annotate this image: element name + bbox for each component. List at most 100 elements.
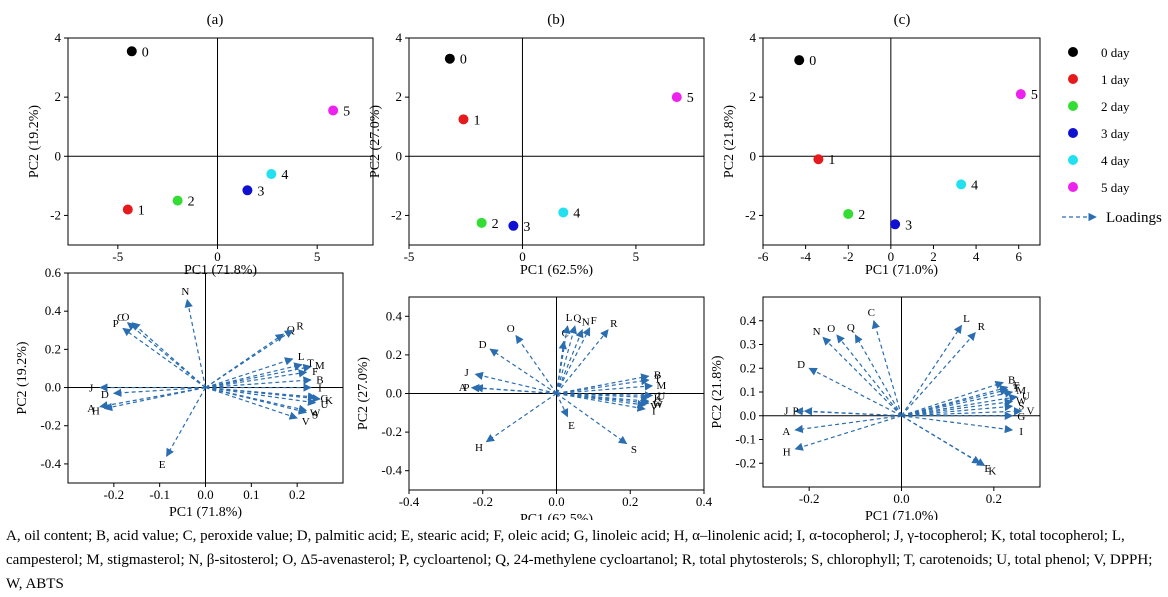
loading-label: B xyxy=(316,374,323,386)
loading-label: K xyxy=(654,393,662,405)
loading-label: N xyxy=(582,316,590,328)
loading-arrow xyxy=(556,376,650,395)
chart-panel-1: -5 0 5 -2 0 2 4 PC1 (71.8%) PC2 (19.2%) (a) 0 1 2 3 4 5 xyxy=(27,12,374,278)
score-point xyxy=(843,208,854,219)
x-tick-label: -0.4 xyxy=(399,494,420,509)
score-point xyxy=(558,207,569,218)
y-tick-label: 0.1 xyxy=(740,384,756,399)
loading-label: K xyxy=(988,465,996,477)
y-tick-label: 0.4 xyxy=(386,308,403,323)
legend-marker xyxy=(1068,155,1078,165)
legend-label: 4 day xyxy=(1101,153,1130,168)
loading-label: V xyxy=(302,416,310,428)
score-point-label: 2 xyxy=(188,195,195,210)
score-point-label: 2 xyxy=(858,208,865,223)
loading-label: U xyxy=(320,399,328,411)
plot-frame xyxy=(762,37,1041,246)
score-point xyxy=(813,154,824,165)
loading-label: T xyxy=(654,374,661,386)
loading-label: R xyxy=(296,320,304,332)
loading-label: K xyxy=(325,395,333,407)
chart-panel-6: -0.2 0.0 0.2 -0.2 -0.1 0.0 0.1 0.2 0.3 0.4 PC1 (71… xyxy=(710,296,1041,520)
loading-label: H xyxy=(475,442,483,454)
x-tick-label: -6 xyxy=(758,249,769,264)
loading-label: T xyxy=(1013,382,1020,394)
legend-label: 2 day xyxy=(1101,99,1130,114)
legend-marker xyxy=(1068,182,1078,192)
x-tick-label: -0.2 xyxy=(472,494,493,509)
loading-arrow xyxy=(131,322,206,388)
loading-label: D xyxy=(479,339,487,351)
loading-arrow xyxy=(901,415,1014,434)
x-tick-label: 4 xyxy=(973,249,980,264)
loading-arrow xyxy=(901,393,1018,417)
loading-arrow xyxy=(555,329,584,394)
loading-arrow xyxy=(555,325,571,394)
loading-arrow xyxy=(901,389,1014,417)
score-point xyxy=(794,55,805,66)
figure-caption: A, oil content; B, acid value; C, peroxi… xyxy=(6,528,1153,592)
loading-arrow xyxy=(205,329,294,389)
loading-arrow xyxy=(205,386,298,420)
loading-label: L xyxy=(298,351,305,363)
y-axis-label: PC2 (27.0%) xyxy=(356,357,371,430)
loading-label: A xyxy=(782,426,790,438)
y-axis-label: PC2 (27.0%) xyxy=(368,105,383,178)
loading-label: S xyxy=(312,410,318,422)
chart-panel-2: -5 0 5 -2 0 2 4 PC1 (62.5%) PC2 (27.0%) (b) 0 1 2 3 4 5 xyxy=(368,12,705,278)
loading-label: N xyxy=(181,286,189,298)
loading-arrow xyxy=(901,331,976,417)
score-point-label: 3 xyxy=(523,220,530,235)
y-tick-label: -2 xyxy=(50,207,61,222)
y-tick-label: -0.1 xyxy=(735,432,756,447)
plot-frame xyxy=(67,37,374,246)
loading-label: O xyxy=(827,323,835,335)
loading-label: F xyxy=(591,315,597,327)
loading-label: V xyxy=(1027,406,1035,418)
y-axis-label: PC2 (21.8%) xyxy=(710,355,725,428)
loading-label: U xyxy=(657,391,665,403)
loading-arrow xyxy=(205,362,303,389)
loading-label: P xyxy=(113,318,119,330)
y-tick-label: 0.4 xyxy=(45,303,62,318)
y-axis-label: PC2 (19.2%) xyxy=(15,341,30,414)
y-axis-label: PC2 (19.2%) xyxy=(27,105,42,178)
loading-label: L xyxy=(566,312,573,324)
loading-label: S xyxy=(631,444,637,456)
y-tick-label: -0.4 xyxy=(381,463,402,478)
x-tick-label: -0.2 xyxy=(799,491,820,506)
score-point-label: 3 xyxy=(257,184,264,199)
score-point-label: 4 xyxy=(573,206,580,221)
legend-label: 0 day xyxy=(1101,45,1130,60)
loading-label: J xyxy=(89,383,94,395)
loading-label: H xyxy=(783,447,791,459)
loading-label: Q xyxy=(573,312,581,324)
plot-frame xyxy=(408,37,705,246)
loading-arrow xyxy=(205,357,294,389)
x-tick-label: 0.2 xyxy=(622,494,638,509)
loading-arrow xyxy=(205,386,317,401)
score-point-label: 4 xyxy=(281,168,288,183)
loading-label: E xyxy=(984,463,991,475)
score-point xyxy=(444,53,455,64)
loading-label: W xyxy=(1016,395,1027,407)
legend-marker xyxy=(1068,128,1078,138)
loading-arrow xyxy=(901,398,1014,417)
loading-label: R xyxy=(978,321,986,333)
loading-arrow xyxy=(794,415,902,451)
loading-label: B xyxy=(654,369,661,381)
loading-arrow xyxy=(184,298,207,388)
x-tick-label: 2 xyxy=(930,249,937,264)
loading-label: G xyxy=(1017,411,1025,423)
score-point-label: 0 xyxy=(142,45,149,60)
y-tick-label: 2 xyxy=(750,89,757,104)
score-point-label: 1 xyxy=(473,113,480,128)
panel-title: (b) xyxy=(547,12,565,28)
y-tick-label: 4 xyxy=(396,30,403,45)
legend-label: 5 day xyxy=(1101,180,1130,195)
loading-label: O xyxy=(121,312,129,324)
score-point xyxy=(508,220,519,231)
x-tick-label: 0 xyxy=(214,249,221,264)
loading-label: F xyxy=(312,366,318,378)
loading-label: J xyxy=(464,367,469,379)
